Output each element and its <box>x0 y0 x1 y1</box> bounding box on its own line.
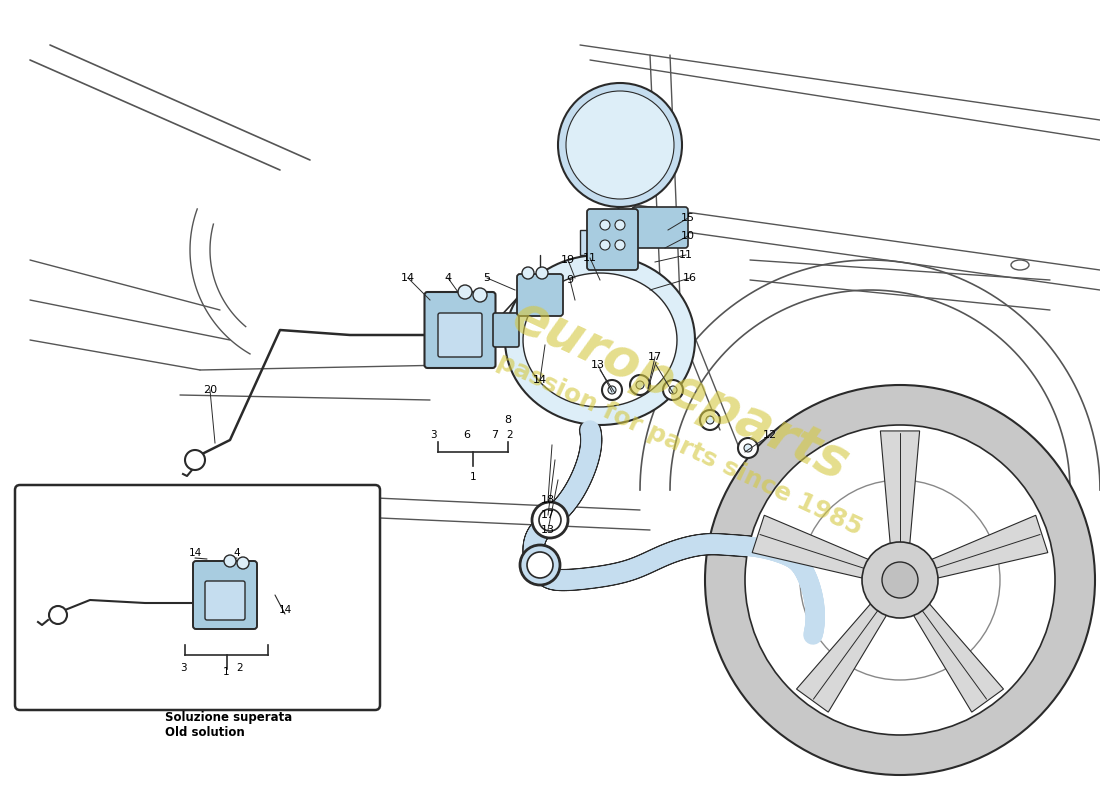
Text: Old solution: Old solution <box>165 726 244 739</box>
FancyBboxPatch shape <box>205 581 245 620</box>
Polygon shape <box>880 431 920 543</box>
Circle shape <box>663 380 683 400</box>
Polygon shape <box>914 604 1003 712</box>
Text: 9: 9 <box>566 275 573 285</box>
Circle shape <box>536 267 548 279</box>
Polygon shape <box>752 515 868 578</box>
Text: 13: 13 <box>541 525 556 535</box>
Circle shape <box>50 606 67 624</box>
Text: 2: 2 <box>507 430 514 440</box>
FancyBboxPatch shape <box>438 313 482 357</box>
Circle shape <box>527 552 553 578</box>
Text: 14: 14 <box>532 375 547 385</box>
Circle shape <box>862 542 938 618</box>
Circle shape <box>669 386 676 394</box>
Circle shape <box>744 444 752 452</box>
Text: 19: 19 <box>561 255 575 265</box>
Polygon shape <box>932 515 1048 578</box>
Ellipse shape <box>1011 260 1028 270</box>
Circle shape <box>882 562 918 598</box>
Text: 4: 4 <box>444 273 452 283</box>
Circle shape <box>473 288 487 302</box>
Polygon shape <box>796 604 887 712</box>
Text: europeparts: europeparts <box>504 290 857 490</box>
Text: 12: 12 <box>763 430 777 440</box>
Text: 20: 20 <box>202 385 217 395</box>
Circle shape <box>636 381 644 389</box>
Circle shape <box>558 83 682 207</box>
Text: 4: 4 <box>233 548 240 558</box>
FancyBboxPatch shape <box>192 561 257 629</box>
Text: passion for parts since 1985: passion for parts since 1985 <box>494 350 867 541</box>
Text: 14: 14 <box>400 273 415 283</box>
Text: 10: 10 <box>681 231 695 241</box>
Circle shape <box>520 545 560 585</box>
Text: 16: 16 <box>683 273 697 283</box>
Circle shape <box>224 555 236 567</box>
Text: 11: 11 <box>583 253 597 263</box>
Text: 18: 18 <box>541 495 556 505</box>
Text: 8: 8 <box>505 415 512 425</box>
Circle shape <box>615 220 625 230</box>
Text: 3: 3 <box>430 430 437 440</box>
Text: 11: 11 <box>679 250 693 260</box>
Circle shape <box>236 557 249 569</box>
Circle shape <box>608 386 616 394</box>
FancyBboxPatch shape <box>493 313 519 347</box>
Circle shape <box>615 240 625 250</box>
Text: 17: 17 <box>541 510 556 520</box>
Text: 13: 13 <box>591 360 605 370</box>
Polygon shape <box>505 255 695 425</box>
FancyBboxPatch shape <box>587 209 638 270</box>
Circle shape <box>630 375 650 395</box>
Circle shape <box>705 385 1094 775</box>
Text: 15: 15 <box>681 213 695 223</box>
Text: 17: 17 <box>648 352 662 362</box>
Circle shape <box>539 509 561 531</box>
Text: Soluzione superata: Soluzione superata <box>165 711 293 725</box>
Text: 2: 2 <box>236 663 243 673</box>
Text: 3: 3 <box>179 663 186 673</box>
Circle shape <box>532 502 568 538</box>
Text: 6: 6 <box>463 430 471 440</box>
Circle shape <box>700 410 720 430</box>
Circle shape <box>745 425 1055 735</box>
Circle shape <box>185 450 205 470</box>
FancyBboxPatch shape <box>15 485 379 710</box>
Text: 5: 5 <box>484 273 491 283</box>
Circle shape <box>706 416 714 424</box>
Text: 1: 1 <box>470 472 476 482</box>
Text: 7: 7 <box>492 430 498 440</box>
Circle shape <box>602 380 621 400</box>
Polygon shape <box>580 230 615 255</box>
Polygon shape <box>522 273 676 407</box>
Text: 1: 1 <box>223 667 230 677</box>
FancyBboxPatch shape <box>425 292 495 368</box>
Circle shape <box>458 285 472 299</box>
FancyBboxPatch shape <box>517 274 563 316</box>
Text: 14: 14 <box>278 605 292 615</box>
Circle shape <box>738 438 758 458</box>
Text: 14: 14 <box>188 548 201 558</box>
Circle shape <box>600 220 610 230</box>
Circle shape <box>600 240 610 250</box>
Circle shape <box>566 91 674 199</box>
FancyBboxPatch shape <box>632 207 688 248</box>
Circle shape <box>522 267 534 279</box>
